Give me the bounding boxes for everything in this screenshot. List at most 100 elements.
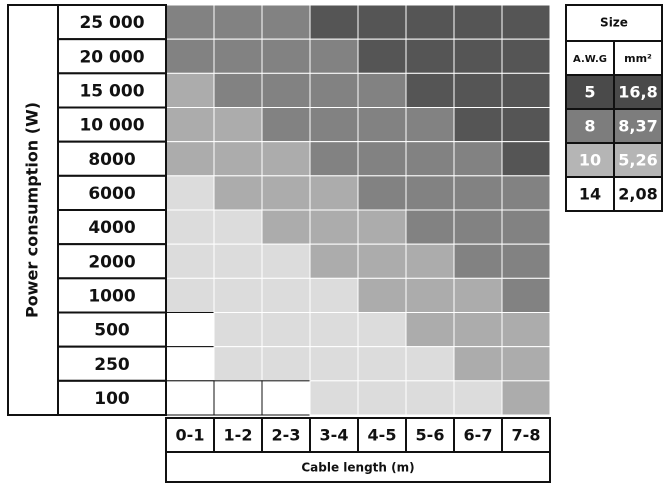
- grid-cell: [501, 346, 551, 382]
- grid-cell: [453, 38, 503, 74]
- grid-cell: [453, 277, 503, 314]
- legend-value: 2,08: [618, 185, 657, 204]
- grid-cell: [213, 312, 263, 348]
- grid-cell: [501, 277, 551, 314]
- row-label: 6000: [88, 184, 135, 204]
- grid-cell: [165, 243, 215, 279]
- legend-cell: [613, 108, 663, 144]
- grid-cell: [453, 243, 503, 279]
- grid-cell: [501, 72, 551, 109]
- grid-cell: [405, 209, 455, 245]
- row-label: 1000: [88, 286, 135, 306]
- grid-cell: [357, 243, 407, 279]
- row-label-box: [57, 311, 167, 348]
- grid-cell: [165, 380, 215, 416]
- grid-cell: [501, 4, 551, 40]
- grid-cell: [357, 107, 407, 143]
- grid-cell: [501, 107, 551, 143]
- legend-cell: [613, 176, 663, 212]
- row-label: 250: [94, 355, 130, 375]
- grid-cell: [453, 380, 503, 416]
- grid-cell: [501, 175, 551, 211]
- grid-cell: [165, 346, 215, 382]
- grid-cell: [357, 4, 407, 40]
- grid-cell: [501, 312, 551, 348]
- grid-cell: [453, 312, 503, 348]
- grid-cell: [357, 72, 407, 109]
- grid-cell: [405, 243, 455, 279]
- grid-cell: [309, 4, 359, 40]
- row-label: 20 000: [79, 47, 144, 67]
- grid-cell: [405, 346, 455, 382]
- y-title-box: [7, 4, 59, 416]
- grid-cell: [261, 312, 311, 348]
- legend-header: A.W.G: [573, 54, 607, 65]
- grid-cell: [453, 72, 503, 109]
- legend-value: 14: [579, 185, 601, 204]
- row-label: 15 000: [79, 81, 144, 101]
- grid-cell: [309, 243, 359, 279]
- grid-cell: [213, 209, 263, 245]
- legend-title: Size: [600, 16, 628, 30]
- column-label: 1-2: [224, 426, 253, 445]
- legend-cell: [613, 142, 663, 178]
- row-label: 500: [94, 321, 130, 341]
- grid-cell: [309, 380, 359, 416]
- column-label: 7-8: [512, 426, 541, 445]
- legend-header: mm²: [624, 52, 652, 65]
- grid-cell: [405, 380, 455, 416]
- grid-cell: [357, 346, 407, 382]
- grid-cell: [453, 175, 503, 211]
- grid-cell: [213, 72, 263, 109]
- grid-cell: [261, 175, 311, 211]
- grid-cell: [501, 243, 551, 279]
- grid-cell: [261, 38, 311, 74]
- row-label-box: [57, 345, 167, 382]
- grid-cell: [453, 141, 503, 177]
- column-label: 3-4: [320, 426, 349, 445]
- row-label: 8000: [88, 150, 135, 170]
- grid-cell: [213, 277, 263, 314]
- grid-cell: [165, 209, 215, 245]
- legend-value: 5,26: [618, 151, 657, 170]
- row-label: 100: [94, 389, 130, 409]
- grid-cell: [405, 38, 455, 74]
- grid-cell: [405, 72, 455, 109]
- grid-cell: [453, 107, 503, 143]
- grid-cell: [165, 107, 215, 143]
- grid-cell: [309, 209, 359, 245]
- grid-cell: [357, 209, 407, 245]
- x-axis-title: Cable length (m): [301, 461, 414, 475]
- grid-cell: [213, 380, 263, 416]
- legend-value: 8: [584, 117, 595, 136]
- grid-cell: [213, 141, 263, 177]
- row-label-box: [57, 209, 167, 246]
- column-label-box: [261, 417, 311, 453]
- column-label-box: [405, 417, 455, 453]
- grid-cell: [213, 4, 263, 40]
- grid-cell: [405, 312, 455, 348]
- column-label: 6-7: [464, 426, 493, 445]
- grid-cell: [357, 312, 407, 348]
- grid-cell: [261, 380, 311, 416]
- grid-cell: [309, 277, 359, 314]
- grid-cell: [309, 175, 359, 211]
- grid-cell: [165, 312, 215, 348]
- grid-cell: [165, 38, 215, 74]
- grid-cell: [405, 4, 455, 40]
- row-label-box: [57, 72, 167, 109]
- grid-cell: [213, 107, 263, 143]
- row-label: 2000: [88, 252, 135, 272]
- grid-cell: [261, 141, 311, 177]
- grid-cell: [501, 38, 551, 74]
- grid-cell: [405, 141, 455, 177]
- row-label-box: [57, 379, 167, 417]
- grid-cell: [501, 141, 551, 177]
- grid-cell: [213, 175, 263, 211]
- row-label: 4000: [88, 218, 135, 238]
- grid-cell: [501, 209, 551, 245]
- grid-cell: [453, 4, 503, 40]
- grid-cell: [357, 141, 407, 177]
